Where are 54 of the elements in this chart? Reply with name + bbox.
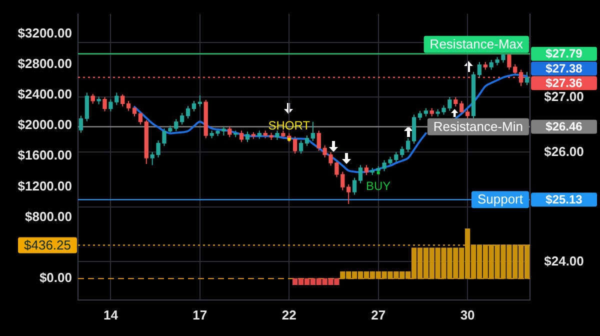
- candlestick: [78, 115, 84, 134]
- x-tick-label: 30: [460, 307, 475, 322]
- y-tick-label: $27.00: [544, 89, 584, 104]
- y2-tick-label: $2800.00: [18, 56, 72, 71]
- candlestick: [454, 96, 458, 107]
- candlestick: [245, 131, 250, 143]
- annotation: BUY: [366, 179, 391, 194]
- x-tick-label: 17: [192, 307, 208, 322]
- y2-tick-label: $0.00: [39, 270, 72, 286]
- candlestick: [304, 135, 310, 146]
- x-tick-label: 22: [282, 307, 296, 322]
- y-tick-label: $27.79: [546, 46, 583, 61]
- ref-line-label: Resistance-Max: [430, 36, 524, 52]
- candlestick: [293, 136, 298, 154]
- candlestick: [198, 94, 202, 107]
- candlestick: [90, 93, 95, 104]
- y2-tick-label: $800.00: [25, 208, 72, 224]
- candlestick: [102, 96, 107, 112]
- y2-tick-label: $1600.00: [18, 148, 72, 163]
- candlestick: [84, 92, 89, 122]
- candlestick: [524, 71, 530, 86]
- candlestick: [358, 164, 363, 184]
- candlestick: [126, 100, 131, 112]
- x-tick-label: 27: [371, 307, 386, 322]
- candlestick: [364, 164, 369, 176]
- y-tick-label: $24.00: [544, 254, 584, 269]
- candlestick: [477, 62, 482, 78]
- candlestick: [418, 110, 422, 121]
- y2-tick-label: $1200.00: [18, 178, 72, 194]
- candlestick: [228, 126, 232, 138]
- data-label: $27.38: [546, 61, 583, 76]
- y-tick-label: $26.46: [546, 120, 583, 134]
- y2-tick-label: $2000.00: [18, 117, 72, 132]
- x-tick-label: 14: [103, 307, 119, 322]
- ref-line-label: $436.25: [24, 237, 72, 252]
- y-tick-label: $25.13: [546, 192, 583, 206]
- candlestick: [180, 112, 184, 126]
- candlestick: [239, 130, 244, 143]
- candlestick: [406, 138, 410, 152]
- ref-line-label: Support: [477, 192, 524, 207]
- y-tick-label: $26.00: [544, 144, 584, 160]
- candlestick: [275, 130, 280, 140]
- y2-tick-label: $3200.00: [18, 25, 72, 40]
- ref-line-label: Resistance-Min: [433, 118, 524, 134]
- candlestick: [346, 184, 351, 205]
- candlestick: [186, 105, 190, 120]
- y2-tick-label: $2400.00: [18, 86, 72, 102]
- candlestick: [298, 140, 304, 154]
- candlestick: [120, 94, 125, 107]
- candlestick: [310, 121, 315, 142]
- candlestick: [192, 100, 196, 112]
- candlestick: [352, 177, 357, 196]
- annotation: SHORT: [268, 118, 311, 133]
- ref-line-label: $27.36: [546, 76, 583, 90]
